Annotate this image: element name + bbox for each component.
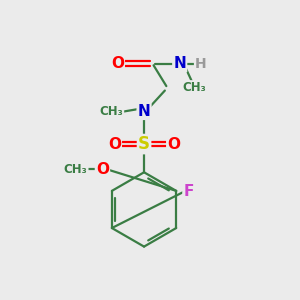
Text: S: S (138, 135, 150, 153)
Text: CH₃: CH₃ (183, 81, 206, 94)
Text: H: H (195, 57, 206, 71)
Text: N: N (138, 104, 150, 119)
Text: O: O (108, 136, 121, 152)
Text: O: O (111, 56, 124, 71)
Text: N: N (173, 56, 186, 71)
Text: CH₃: CH₃ (100, 105, 123, 118)
Text: O: O (167, 136, 180, 152)
Text: F: F (184, 184, 194, 199)
Text: CH₃: CH₃ (64, 163, 88, 176)
Text: O: O (96, 162, 109, 177)
